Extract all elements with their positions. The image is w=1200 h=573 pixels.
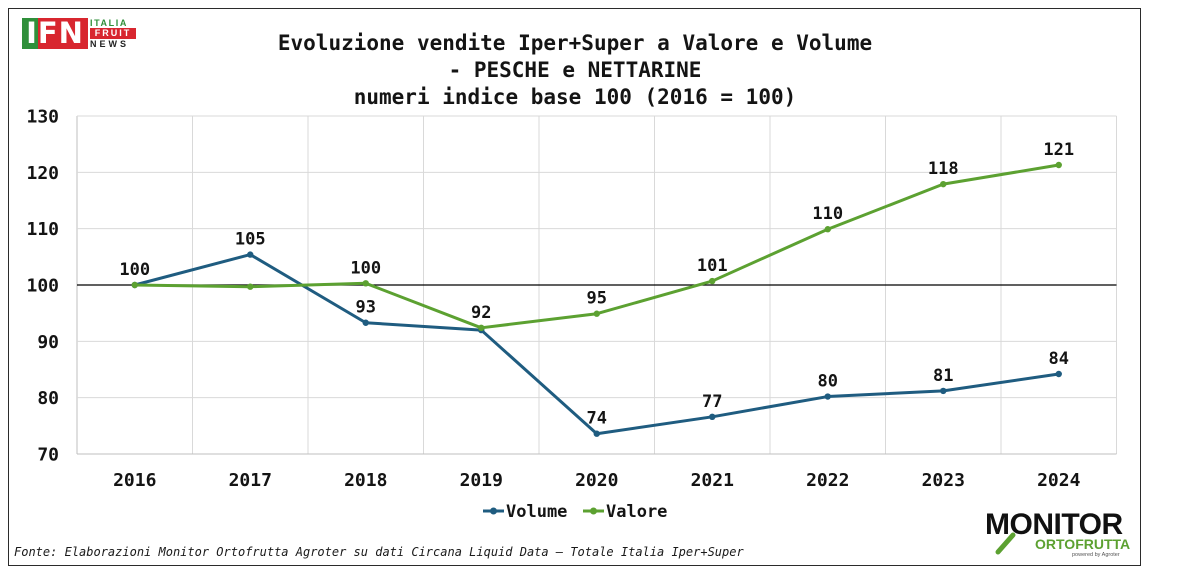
- x-tick-label: 2023: [922, 470, 965, 491]
- x-tick-label: 2019: [460, 470, 503, 491]
- y-tick-label: 70: [37, 445, 59, 466]
- chart-border: [8, 8, 1141, 566]
- x-tick-label: 2022: [806, 470, 849, 491]
- chart-title: Evoluzione vendite Iper+Super a Valore e…: [278, 31, 872, 109]
- volume-point-2024: [1055, 370, 1062, 378]
- volume-point-2021: [709, 413, 716, 421]
- data-labels: 105 93 74 77 80 81 84 100 100 92 95 101 110 118 121: [119, 140, 1074, 429]
- x-tick-label: 2020: [575, 470, 618, 491]
- ifn-logo-words: ITALIA FRUIT NEWS: [90, 18, 136, 49]
- valore-point-2017: [247, 283, 254, 290]
- y-tick-label: 100: [26, 276, 59, 297]
- volume-legend-label: Volume: [506, 502, 567, 522]
- volume-data-label-2018: 93: [356, 298, 376, 318]
- volume-point-2020: [593, 430, 600, 437]
- series: [131, 161, 1062, 437]
- valore-data-label-2020: 95: [587, 289, 607, 309]
- y-tick-label: 130: [26, 107, 59, 128]
- volume-data-label-2023: 81: [933, 366, 953, 386]
- volume-point-2018: [362, 319, 369, 326]
- y-tick-label: 90: [37, 332, 59, 353]
- chart-title-line-3: numeri indice base 100 (2016 = 100): [354, 85, 797, 109]
- y-tick-label: 80: [37, 388, 59, 409]
- y-tick-label: 110: [26, 219, 59, 240]
- chart-title-line-2: - PESCHE e NETTARINE: [449, 58, 702, 82]
- valore-point-2016: [131, 281, 138, 289]
- volume-data-label-2020: 74: [587, 409, 607, 429]
- axis-labels: 70 80 90 100 110 120 130 2016 2017 2018 2019 2020 20…: [26, 107, 1080, 492]
- valore-data-label-2018: 100: [350, 258, 381, 278]
- valore-data-label-2019: 92: [471, 303, 491, 323]
- x-tick-label: 2024: [1037, 470, 1081, 491]
- ifn-logo-italia: ITALIA: [90, 18, 128, 28]
- magnifier-handle: [995, 532, 1016, 555]
- gridlines: [76, 115, 1117, 455]
- valore-point-2020: [593, 310, 600, 317]
- volume-series-line: [133, 253, 1061, 436]
- valore-data-label-2016: 100: [119, 260, 150, 280]
- powered-by-agroter: powered by Agroter: [1072, 552, 1120, 558]
- valore-legend-marker: [590, 507, 597, 515]
- x-tick-label: 2017: [229, 470, 272, 491]
- valore-legend-label: Valore: [606, 502, 667, 522]
- magnifier-icon: [995, 532, 1016, 555]
- monitor-logo-word: MONITOR: [985, 508, 1123, 541]
- valore-point-2019: [478, 324, 485, 332]
- valore-point-2018: [362, 280, 369, 287]
- volume-data-label-2017: 105: [235, 230, 266, 250]
- chart-title-line-1: Evoluzione vendite Iper+Super a Valore e…: [278, 31, 872, 55]
- volume-point-2017: [247, 251, 254, 258]
- valore-data-label-2024: 121: [1043, 140, 1074, 160]
- valore-point-2021: [709, 277, 716, 285]
- monitor-ortofrutta-logo: MONITOR ORTOFRUTTA powered by Agroter: [984, 510, 1136, 560]
- volume-data-label-2021: 77: [702, 392, 722, 412]
- ifn-logo: IFN ITALIA FRUIT NEWS: [22, 18, 136, 49]
- valore-data-label-2022: 110: [812, 204, 843, 224]
- x-tick-label: 2018: [344, 470, 387, 491]
- ifn-logo-fruit: FRUIT: [90, 28, 136, 39]
- ifn-logo-mark: IFN: [22, 18, 88, 49]
- chart-legend: Volume Valore: [483, 502, 667, 522]
- volume-data-label-2022: 80: [818, 372, 838, 392]
- source-footnote: Fonte: Elaborazioni Monitor Ortofrutta A…: [14, 545, 744, 559]
- ifn-logo-news: NEWS: [90, 39, 129, 49]
- valore-point-2022: [824, 226, 831, 233]
- x-tick-label: 2021: [691, 470, 734, 491]
- volume-point-2023: [940, 387, 947, 395]
- ortofrutta-logo-word: ORTOFRUTTA: [1035, 536, 1131, 552]
- valore-data-label-2023: 118: [928, 159, 959, 179]
- valore-point-2023: [940, 180, 947, 188]
- y-tick-label: 120: [26, 163, 59, 184]
- volume-data-label-2024: 84: [1049, 349, 1069, 369]
- valore-data-label-2021: 101: [697, 256, 728, 276]
- volume-point-2022: [824, 393, 831, 400]
- volume-legend-marker: [490, 507, 497, 515]
- valore-point-2024: [1055, 161, 1062, 169]
- x-tick-label: 2016: [113, 470, 156, 491]
